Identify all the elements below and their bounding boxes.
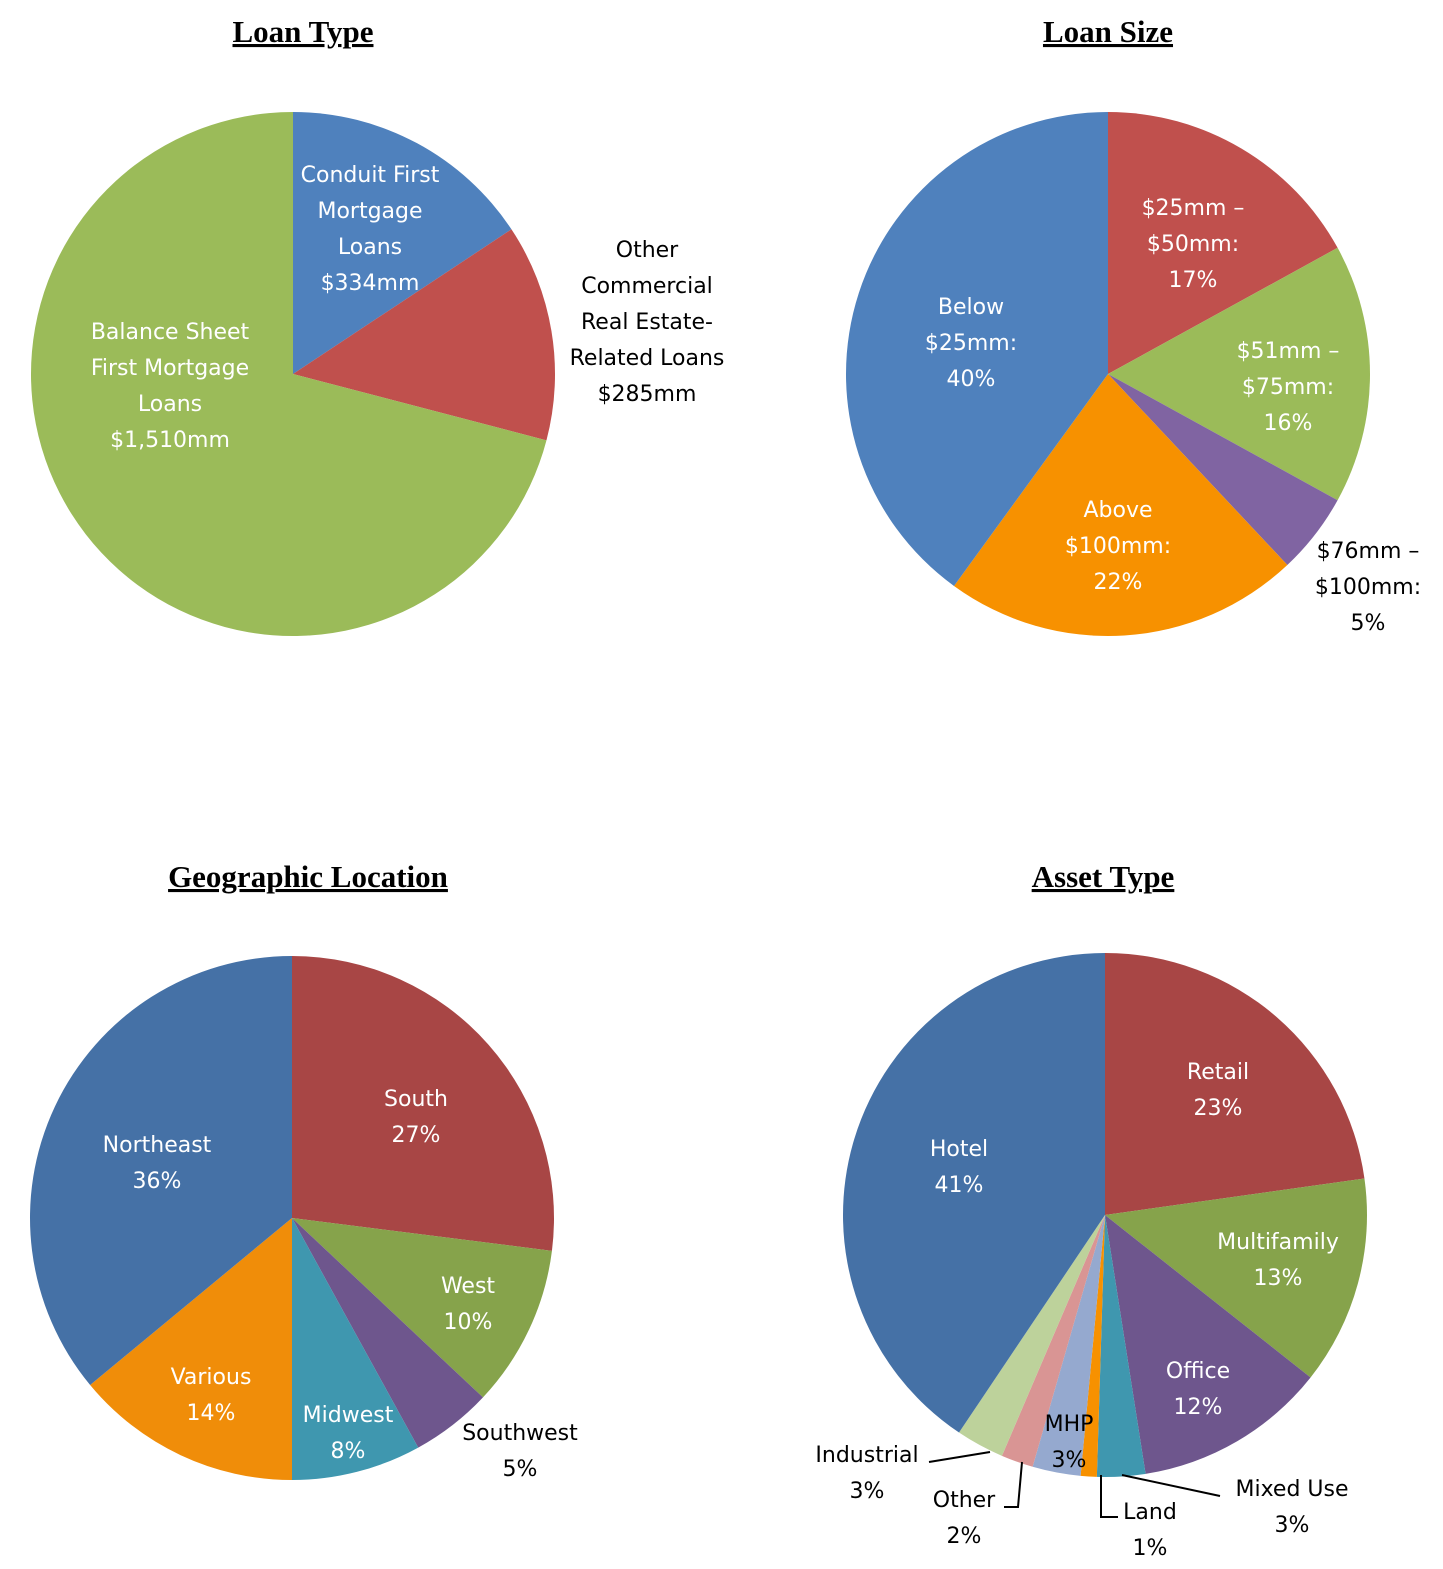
loan-type-title: Loan Type (233, 14, 374, 49)
asset-type-leader-other (1004, 1461, 1023, 1508)
asset-type-leader-industrial (928, 1451, 991, 1463)
asset-type-label-mhp: MHP 3% (1045, 1412, 1094, 1473)
loan-size-label-76mm: $76mm – $100mm: 5% (1315, 539, 1421, 636)
loan-size-label-above: Above $100mm: 22% (1065, 498, 1171, 595)
asset-type-label-office: Office 12% (1166, 1359, 1230, 1420)
loan-type-label-balance-sheet: Balance Sheet First Mortgage Loans $1,510mm (91, 320, 250, 453)
geographic-location-slice-southwest (292, 1218, 483, 1448)
loan-size-slice-76mm (1108, 374, 1338, 565)
geographic-location-title: Geographic Location (168, 859, 448, 894)
loan-type-chart: Loan Type Conduit First Mortgage Loans $334m… (31, 14, 725, 637)
asset-type-slice-office (1105, 1215, 1311, 1474)
loan-size-slice-25mm (1108, 112, 1338, 374)
asset-type-label-retail: Retail 23% (1187, 1060, 1249, 1121)
asset-type-leader-mixed-use (1121, 1474, 1221, 1497)
asset-type-leader-land (1100, 1475, 1118, 1518)
asset-type-slice-mhp (1032, 1215, 1105, 1476)
loan-size-label-below: Below $25mm: 40% (925, 295, 1017, 392)
asset-type-chart: Asset Type Retail 23% Multifamily 13% Office 1… (815, 859, 1367, 1561)
geographic-location-slice-midwest (292, 1218, 419, 1480)
asset-type-slice-multifamily (1105, 1178, 1367, 1378)
asset-type-title: Asset Type (1032, 859, 1175, 894)
loan-type-slice-other (293, 229, 556, 441)
asset-type-slice-land (1080, 1215, 1105, 1477)
asset-type-slice-retail (1105, 953, 1365, 1215)
loan-size-title: Loan Size (1043, 14, 1173, 49)
asset-type-slice-other (1001, 1215, 1105, 1467)
geographic-location-slice-northeast (29, 956, 293, 1386)
loan-size-slice-above (954, 374, 1288, 636)
asset-type-label-other: Other 2% (933, 1488, 996, 1549)
asset-type-slice-hotel (843, 953, 1105, 1433)
loan-type-slice-conduit-first (293, 112, 512, 374)
geographic-location-label-various: Various 14% (171, 1365, 252, 1426)
loan-size-slice-below (846, 112, 1108, 586)
loan-type-slice-balance-sheet (31, 111, 547, 637)
geographic-location-label-southwest: Southwest 5% (462, 1421, 578, 1482)
asset-type-slice-industrial (959, 1215, 1105, 1456)
geographic-location-label-west: West 10% (441, 1274, 495, 1335)
asset-type-label-land: Land 1% (1123, 1500, 1177, 1561)
asset-type-label-hotel: Hotel 41% (930, 1137, 988, 1198)
geographic-location-label-northeast: Northeast 36% (103, 1133, 212, 1194)
loan-size-chart: Loan Size $25mm – $50mm: 17% $51mm – $75mm: 16… (846, 14, 1421, 636)
geographic-location-slice-west (292, 1218, 552, 1398)
geographic-location-slice-south (292, 956, 554, 1251)
geographic-location-chart: Geographic Location South 27% West 10% Southw… (29, 859, 578, 1482)
geographic-location-slice-various (90, 1218, 292, 1480)
loan-type-label-other: Other Commercial Real Estate-Related Loans… (570, 238, 725, 407)
loan-size-label-51mm: $51mm – $75mm: 16% (1237, 339, 1340, 436)
asset-type-label-industrial: Industrial 3% (815, 1443, 918, 1504)
geographic-location-label-south: South 27% (384, 1087, 448, 1148)
loan-type-label-conduit-first: Conduit First Mortgage Loans $334mm (301, 163, 440, 296)
asset-type-label-mixed-use: Mixed Use 3% (1235, 1477, 1348, 1538)
asset-type-label-multifamily: Multifamily 13% (1217, 1230, 1339, 1291)
loan-size-slice-51mm (1108, 247, 1371, 501)
loan-size-label-25mm: $25mm – $50mm: 17% (1142, 196, 1245, 293)
geographic-location-label-midwest: Midwest 8% (303, 1403, 394, 1464)
asset-type-slice-mixed-use (1096, 1215, 1146, 1477)
